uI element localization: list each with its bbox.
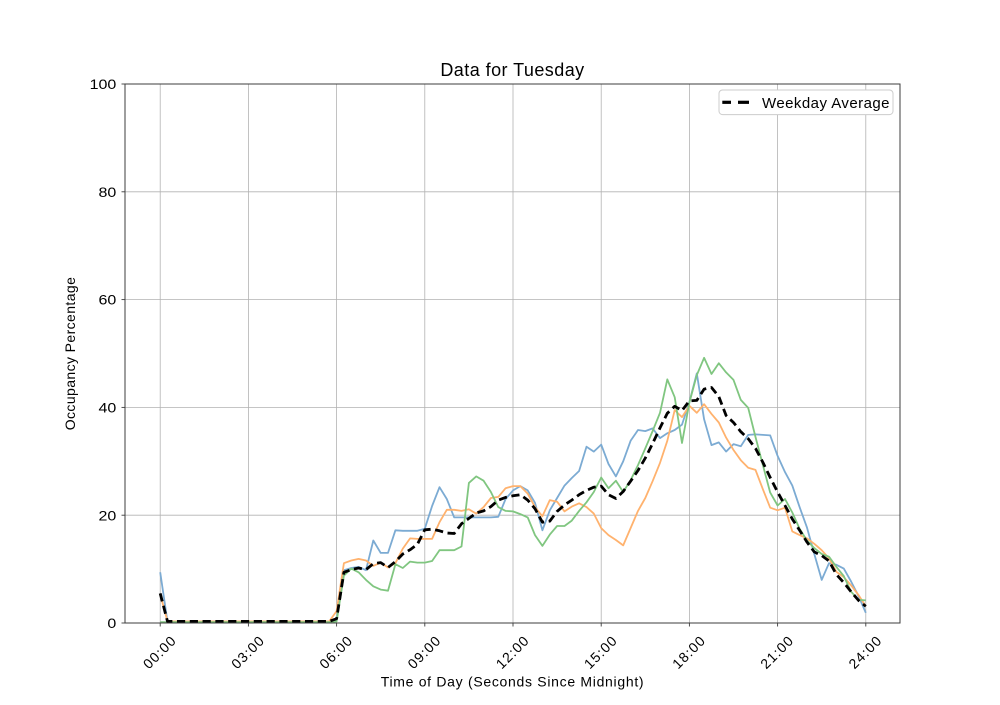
svg-text:20: 20 [99,507,117,523]
svg-text:100: 100 [90,76,117,92]
svg-text:40: 40 [99,400,117,416]
svg-text:Time of Day (Seconds Since Mid: Time of Day (Seconds Since Midnight) [381,674,645,690]
svg-text:Weekday Average: Weekday Average [762,95,890,112]
svg-text:80: 80 [99,184,117,200]
svg-text:0: 0 [107,615,116,631]
svg-text:Occupancy Percentage: Occupancy Percentage [62,277,78,431]
svg-text:Data for Tuesday: Data for Tuesday [440,60,584,80]
svg-text:60: 60 [99,292,117,308]
